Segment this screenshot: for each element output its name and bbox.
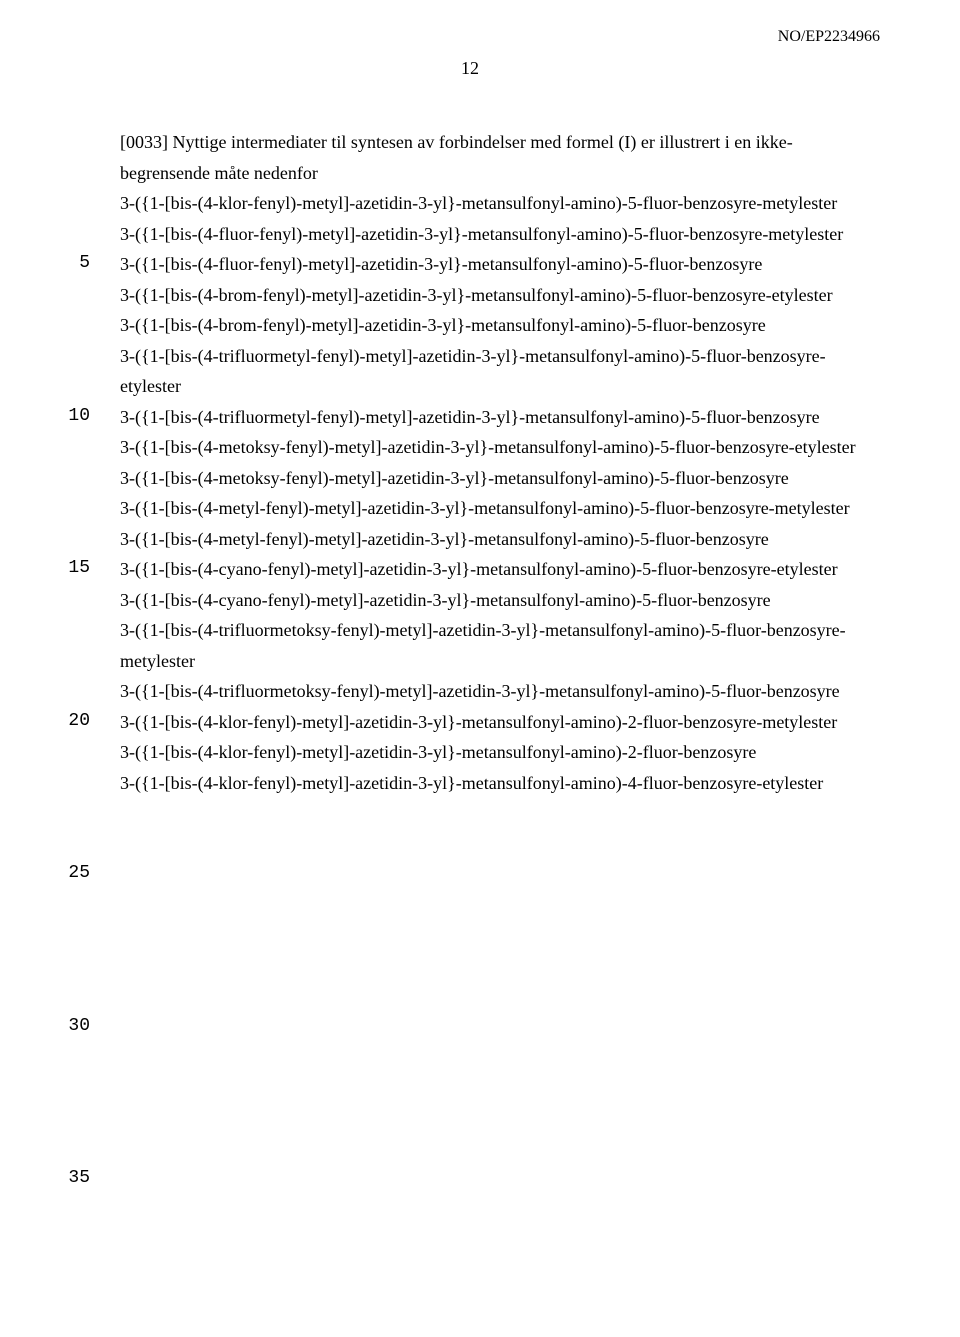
paragraph: 3-({1-[bis-(4-fluor-fenyl)-metyl]-azetid… <box>120 249 880 280</box>
paragraph: 3-({1-[bis-(4-cyano-fenyl)-metyl]-azetid… <box>120 554 880 585</box>
paragraph: 3-({1-[bis-(4-brom-fenyl)-metyl]-azetidi… <box>120 280 880 311</box>
paragraph: 3-({1-[bis-(4-fluor-fenyl)-metyl]-azetid… <box>120 219 880 250</box>
document-id: NO/EP2234966 <box>778 28 880 46</box>
paragraph: 3-({1-[bis-(4-trifluormetyl-fenyl)-metyl… <box>120 341 880 402</box>
page-number: 12 <box>60 58 880 79</box>
line-number: 30 <box>60 1016 90 1036</box>
paragraph: 3-({1-[bis-(4-klor-fenyl)-metyl]-azetidi… <box>120 707 880 738</box>
line-number: 25 <box>60 863 90 883</box>
body-text: [0033] Nyttige intermediater til syntese… <box>120 127 880 798</box>
paragraph: 3-({1-[bis-(4-klor-fenyl)-metyl]-azetidi… <box>120 188 880 219</box>
line-number: 20 <box>60 711 90 731</box>
paragraph: 3-({1-[bis-(4-klor-fenyl)-metyl]-azetidi… <box>120 737 880 768</box>
line-number: 35 <box>60 1168 90 1188</box>
content-area: 5101520253035 [0033] Nyttige intermediat… <box>120 127 880 798</box>
page: NO/EP2234966 12 5101520253035 [0033] Nyt… <box>0 0 960 858</box>
line-number: 5 <box>60 253 90 273</box>
paragraph: 3-({1-[bis-(4-klor-fenyl)-metyl]-azetidi… <box>120 768 880 799</box>
paragraph: 3-({1-[bis-(4-brom-fenyl)-metyl]-azetidi… <box>120 310 880 341</box>
paragraph: 3-({1-[bis-(4-trifluormetoksy-fenyl)-met… <box>120 615 880 676</box>
paragraph: 3-({1-[bis-(4-metoksy-fenyl)-metyl]-azet… <box>120 432 880 463</box>
line-number: 15 <box>60 558 90 578</box>
paragraph: 3-({1-[bis-(4-trifluormetoksy-fenyl)-met… <box>120 676 880 707</box>
line-number: 10 <box>60 406 90 426</box>
paragraph: 3-({1-[bis-(4-metoksy-fenyl)-metyl]-azet… <box>120 463 880 494</box>
paragraph: 3-({1-[bis-(4-cyano-fenyl)-metyl]-azetid… <box>120 585 880 616</box>
paragraph: [0033] Nyttige intermediater til syntese… <box>120 127 880 188</box>
paragraph: 3-({1-[bis-(4-metyl-fenyl)-metyl]-azetid… <box>120 493 880 524</box>
paragraph: 3-({1-[bis-(4-metyl-fenyl)-metyl]-azetid… <box>120 524 880 555</box>
paragraph: 3-({1-[bis-(4-trifluormetyl-fenyl)-metyl… <box>120 402 880 433</box>
